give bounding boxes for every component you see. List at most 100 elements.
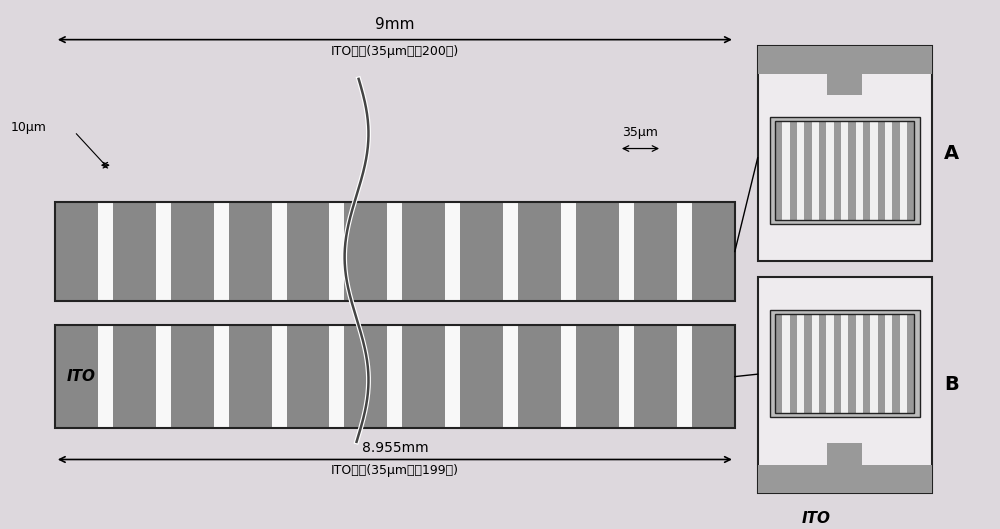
Bar	[214, 203, 229, 300]
Bar	[775, 121, 782, 221]
Bar	[329, 325, 344, 428]
Text: A: A	[944, 144, 959, 163]
Bar	[561, 203, 576, 300]
Bar	[758, 465, 932, 493]
Bar	[812, 314, 819, 413]
Bar	[55, 325, 735, 428]
Bar	[287, 203, 329, 300]
Bar	[841, 314, 848, 413]
Bar	[907, 314, 914, 413]
Bar	[907, 121, 914, 221]
Bar	[272, 203, 287, 300]
Bar	[900, 121, 907, 221]
Bar	[55, 203, 735, 300]
Bar	[804, 121, 812, 221]
Bar	[98, 325, 113, 428]
Bar	[790, 314, 797, 413]
Bar	[692, 325, 735, 428]
Bar	[561, 325, 576, 428]
Bar	[445, 203, 460, 300]
Bar	[634, 203, 677, 300]
Bar	[863, 314, 870, 413]
Bar	[834, 121, 841, 221]
Bar	[900, 314, 907, 413]
Bar	[775, 314, 782, 413]
Bar	[770, 117, 920, 224]
Text: ITO基线(35μm宽、200根): ITO基线(35μm宽、200根)	[331, 44, 459, 58]
Text: ITO: ITO	[67, 369, 96, 384]
Bar	[460, 203, 503, 300]
Bar	[878, 121, 885, 221]
Bar	[758, 277, 932, 493]
Bar	[677, 325, 692, 428]
Bar	[503, 325, 518, 428]
Bar	[827, 443, 862, 465]
Bar	[619, 203, 634, 300]
Bar	[841, 121, 848, 221]
Bar	[797, 314, 804, 413]
Bar	[503, 203, 518, 300]
Bar	[892, 314, 900, 413]
Bar	[98, 203, 113, 300]
Bar	[804, 314, 812, 413]
Bar	[329, 203, 344, 300]
Bar	[576, 203, 619, 300]
Bar	[848, 314, 856, 413]
Bar	[171, 203, 214, 300]
Bar	[885, 314, 892, 413]
Bar	[634, 325, 677, 428]
Bar	[171, 325, 214, 428]
Bar	[55, 203, 735, 300]
Bar	[156, 325, 171, 428]
Bar	[518, 203, 561, 300]
Bar	[229, 203, 272, 300]
Bar	[885, 121, 892, 221]
Text: 9mm: 9mm	[375, 17, 415, 32]
Bar	[797, 121, 804, 221]
Bar	[812, 121, 819, 221]
Bar	[387, 203, 402, 300]
Bar	[460, 325, 503, 428]
Bar	[677, 203, 692, 300]
Bar	[113, 325, 156, 428]
Bar	[272, 325, 287, 428]
Bar	[834, 314, 841, 413]
Text: ITO: ITO	[801, 510, 830, 525]
Bar	[214, 325, 229, 428]
Bar	[344, 325, 387, 428]
Bar	[775, 121, 914, 221]
Bar	[692, 203, 735, 300]
Bar	[775, 314, 914, 413]
Bar	[344, 203, 387, 300]
Bar	[55, 325, 735, 428]
Bar	[826, 314, 834, 413]
Bar	[775, 314, 914, 413]
Bar	[229, 325, 272, 428]
Bar	[576, 325, 619, 428]
Bar	[856, 121, 863, 221]
Bar	[770, 309, 920, 417]
Bar	[819, 314, 826, 413]
Bar	[445, 325, 460, 428]
Bar	[892, 121, 900, 221]
Bar	[113, 203, 156, 300]
Text: 10μm: 10μm	[11, 121, 47, 134]
Bar	[775, 121, 914, 221]
Bar	[758, 45, 932, 261]
Bar	[826, 121, 834, 221]
Bar	[790, 121, 797, 221]
Bar	[387, 325, 402, 428]
Bar	[518, 325, 561, 428]
Bar	[619, 325, 634, 428]
Bar	[819, 121, 826, 221]
Bar	[782, 314, 790, 413]
Bar	[287, 325, 329, 428]
Bar	[878, 314, 885, 413]
Bar	[827, 74, 862, 95]
Bar	[856, 314, 863, 413]
Bar	[402, 203, 445, 300]
Bar	[870, 121, 878, 221]
Bar	[870, 314, 878, 413]
Bar	[848, 121, 856, 221]
Bar	[402, 325, 445, 428]
